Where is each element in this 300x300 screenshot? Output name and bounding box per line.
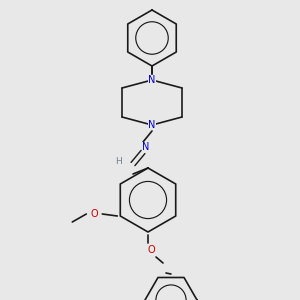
Text: N: N	[148, 120, 156, 130]
Text: N: N	[142, 142, 150, 152]
Text: O: O	[147, 245, 155, 255]
Text: H: H	[116, 157, 122, 166]
Text: N: N	[148, 75, 156, 85]
Text: N: N	[148, 75, 156, 85]
Text: O: O	[91, 209, 98, 219]
